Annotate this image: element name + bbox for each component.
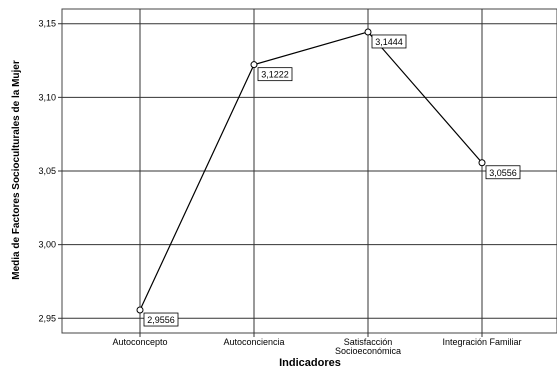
data-label: 3,0556 [485,165,521,180]
x-tick-label: Satisfacción Socioeconómica [335,337,401,356]
data-label-box [257,67,293,82]
data-point [478,159,486,167]
data-point [364,28,372,36]
data-label: 3,1444 [371,34,407,49]
data-label: 2,9556 [143,312,179,327]
x-axis-ticks: Autoconcepto Autoconciencia Satisfacción So… [112,337,521,356]
data-label-text: 2,9556 [147,315,175,325]
data-label-box [143,312,179,327]
data-labels: 2,9556 3,1222 3,1444 3,0556 [143,34,521,327]
x-tick-label: Autoconciencia [223,337,284,347]
x-tick-label: Integración Familiar [442,337,521,347]
data-label-box [485,165,521,180]
series [139,31,483,311]
x-tick-label: Autoconcepto [112,337,167,347]
data-point [250,61,258,69]
y-tick-label: 2,95 [38,313,56,323]
y-axis-title: Media de Factores Socioculturales de la … [11,60,22,280]
y-tick-label: 3,00 [38,240,56,250]
data-label: 3,1222 [257,67,293,82]
y-tick-label: 3,05 [38,166,56,176]
data-label-text: 3,1444 [375,37,403,47]
data-label-text: 3,0556 [489,168,517,178]
y-tick-label: 3,15 [38,19,56,29]
x-axis-title: Indicadores [279,357,341,369]
data-label-text: 3,1222 [261,70,289,80]
points [136,28,486,314]
data-point [136,306,144,314]
y-axis-ticks: 2,95 3,00 3,05 3,10 3,15 [38,19,62,323]
series-line [139,31,483,311]
y-tick-label: 3,10 [38,92,56,102]
data-label-box [371,34,407,49]
